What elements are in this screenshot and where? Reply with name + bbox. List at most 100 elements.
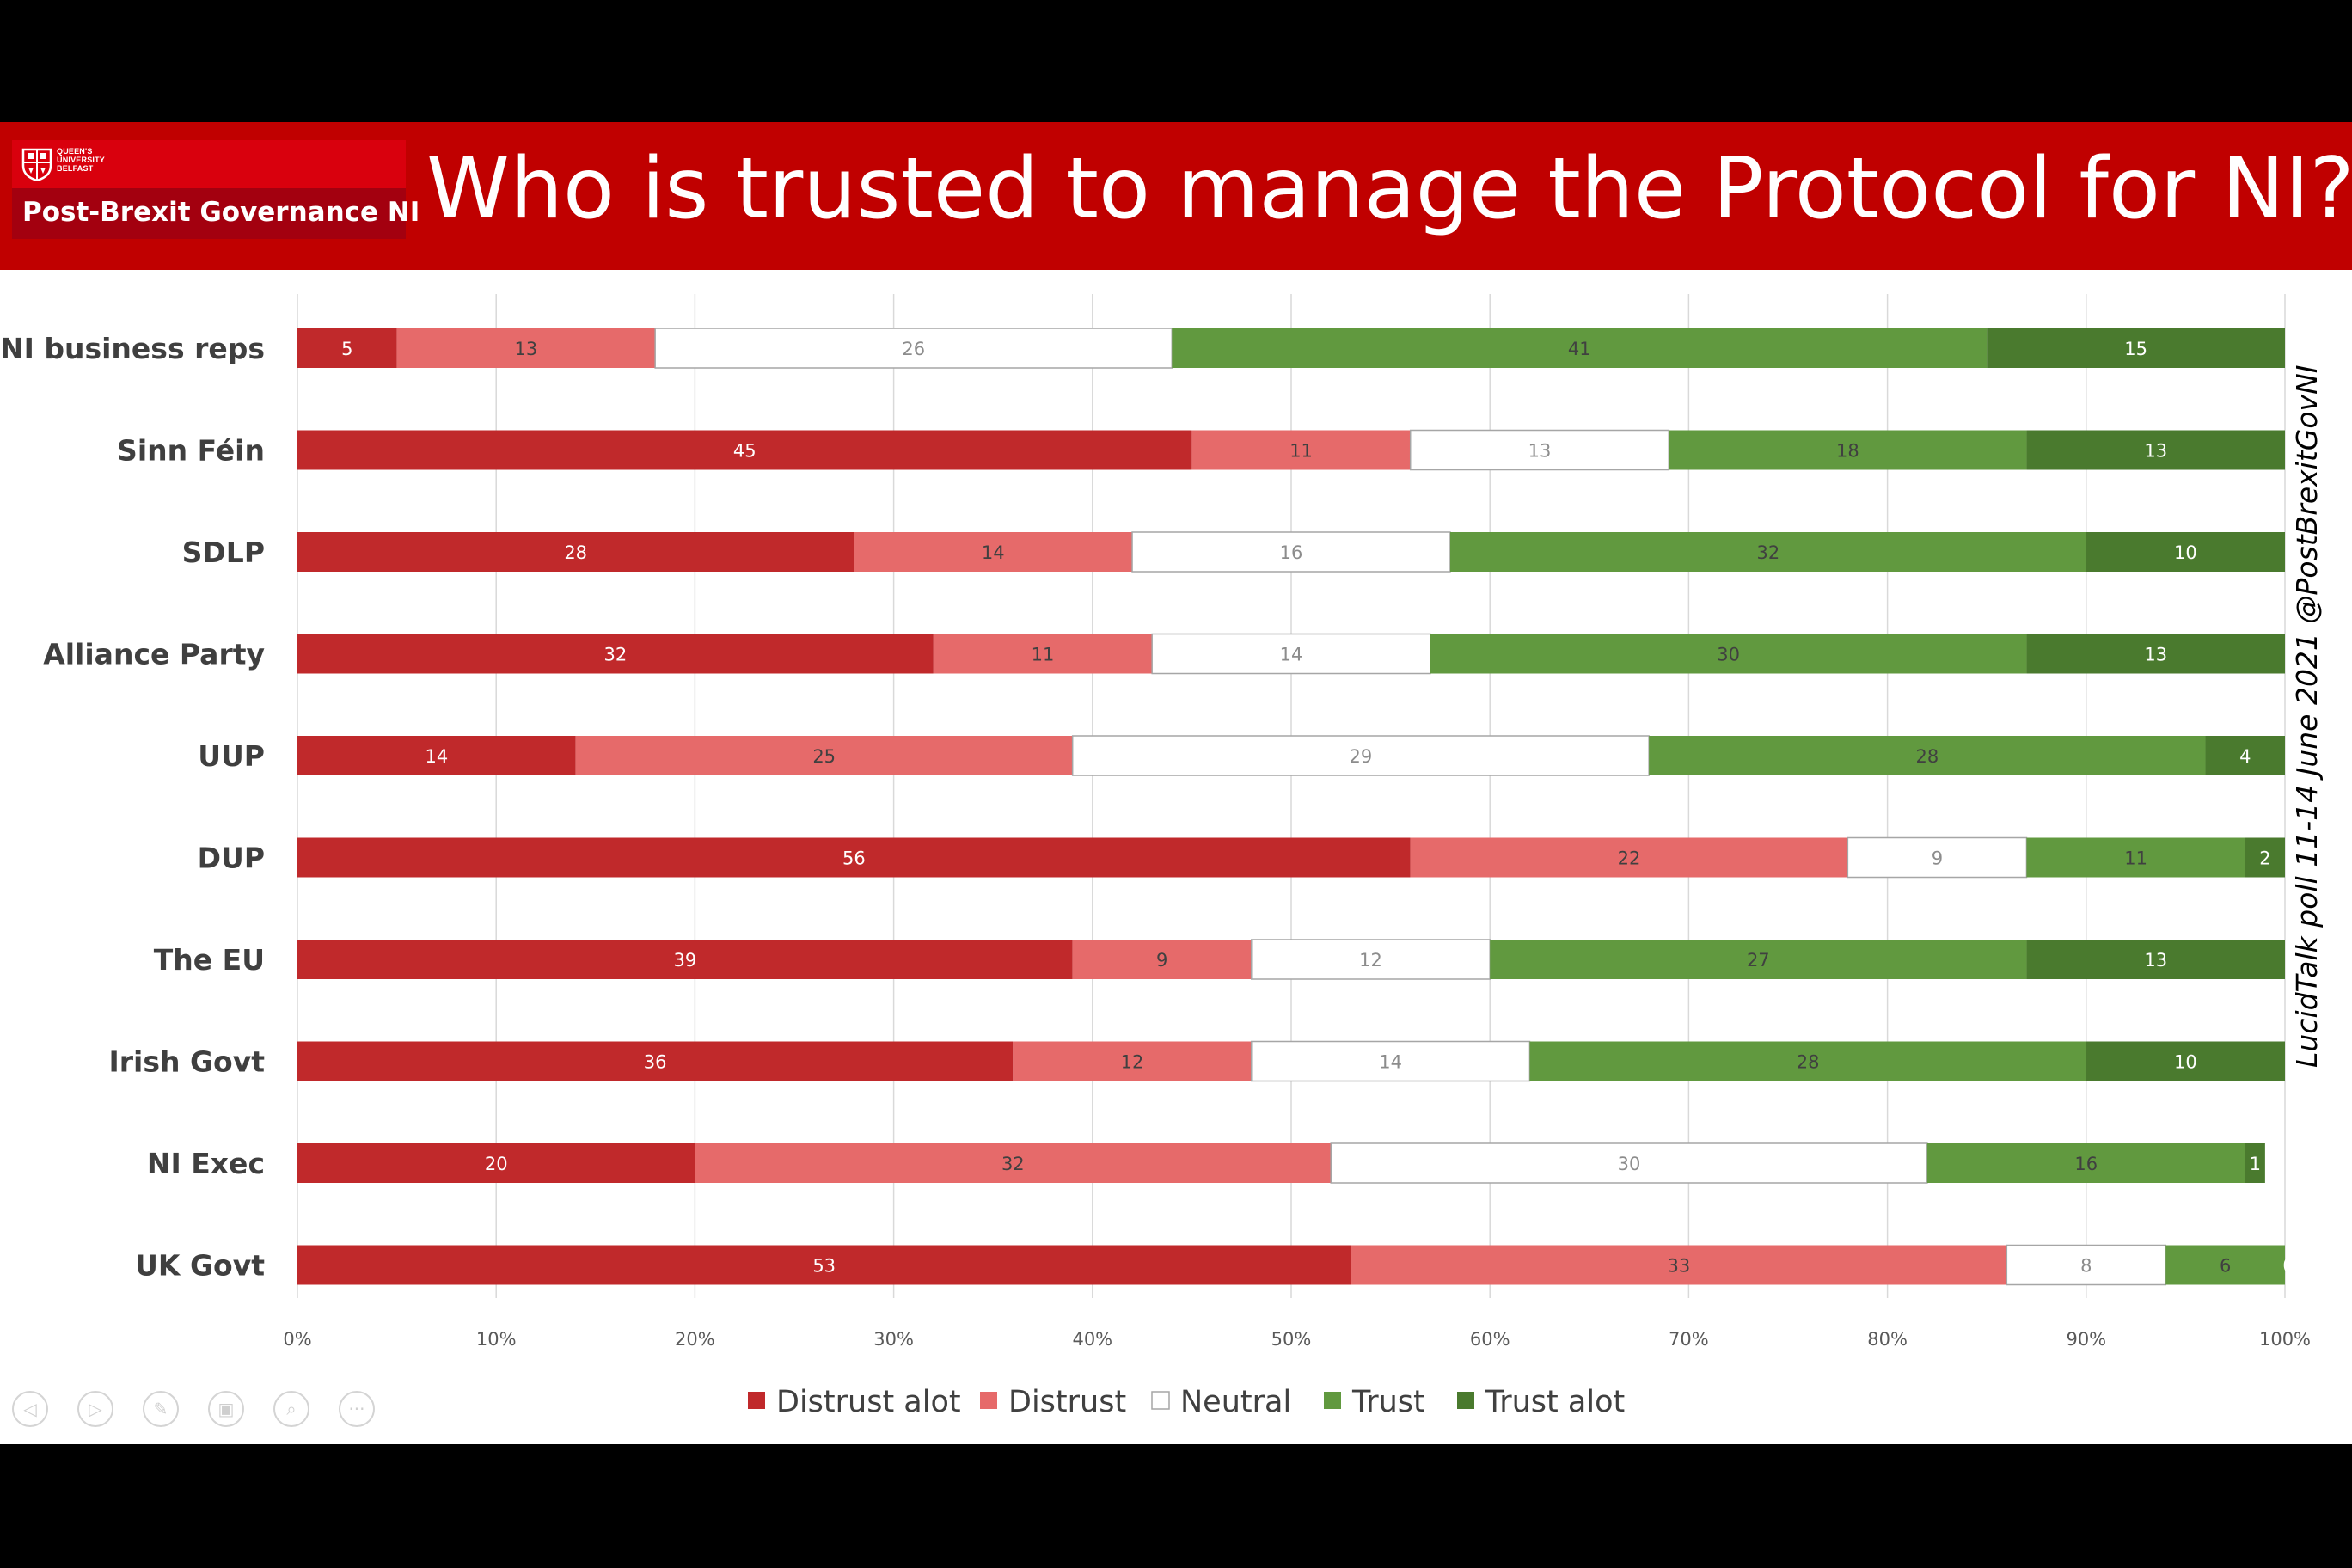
bar-segment [2026,837,2245,878]
bar-segment [1151,633,1431,675]
category-label: NI Exec [147,1147,265,1180]
data-label: 15 [2124,339,2147,359]
bar-segment [1251,1040,1531,1082]
bar-segment [1410,837,1848,878]
bar-segment [933,634,1153,674]
pen-icon[interactable]: ✎ [143,1391,179,1427]
category-label: The EU [154,943,265,977]
data-label: 28 [564,542,587,563]
page-title: Who is trusted to manage the Protocol fo… [426,140,2352,238]
zoom-icon[interactable]: ⌕ [273,1391,309,1427]
category-label: Irish Govt [108,1045,265,1079]
x-tick-label: 70% [1669,1329,1709,1350]
category-label: NI business reps [0,332,265,365]
bar-segment [1072,940,1252,979]
data-label: 53 [812,1256,836,1277]
bar-segment [297,430,1192,470]
bar-segment [1191,430,1411,470]
category-label: UUP [198,739,265,773]
data-label: 14 [425,746,448,767]
bar-segment [1449,532,2086,572]
data-label: 12 [1121,1052,1144,1073]
bar-segment [2026,940,2285,979]
bar-segment [396,328,656,368]
data-label: 12 [1359,950,1382,971]
bar-segment [297,736,576,775]
data-label: 13 [2144,645,2167,665]
data-label: 56 [842,848,866,869]
slide: QUEEN'S UNIVERSITY BELFAST Post-Brexit G… [0,122,2352,1444]
logo-bottom-band: Post-Brexit Governance NI [12,188,420,239]
bar-segment [1071,735,1650,776]
bar-segment [2086,1041,2285,1081]
legend-swatch [1324,1392,1341,1409]
university-name: QUEEN'S UNIVERSITY BELFAST [57,147,105,173]
legend-swatch [748,1392,765,1409]
data-label: 11 [1289,441,1313,462]
bar-segment [2205,736,2285,775]
bar-segment [1529,1041,2086,1081]
legend-label: Distrust [1008,1385,1126,1419]
bar-segment [1351,1245,2007,1285]
category-label: UK Govt [135,1249,265,1283]
bar-segment [1430,634,2027,674]
category-label: SDLP [182,536,265,569]
legend-swatch [1151,1391,1170,1410]
data-label: 32 [1757,542,1780,563]
x-tick-label: 100% [2259,1329,2311,1350]
data-label: 13 [515,339,538,359]
data-label: 5 [341,339,352,359]
data-label: 14 [982,542,1005,563]
bar-segment [297,1041,1014,1081]
data-label: 11 [1032,645,1055,665]
logo: QUEEN'S UNIVERSITY BELFAST Post-Brexit G… [12,140,420,239]
x-tick-label: 10% [476,1329,517,1350]
bar-segment [2026,634,2285,674]
university-crest-icon [21,148,52,181]
data-label: 29 [1350,746,1373,767]
more-icon[interactable]: ··· [339,1391,375,1427]
logo-top-band: QUEEN'S UNIVERSITY BELFAST [12,140,406,188]
data-label: 27 [1747,950,1770,971]
data-label: 1 [2250,1154,2261,1174]
category-label: DUP [198,842,265,875]
data-label: 16 [2074,1154,2098,1174]
bar-segment [2245,1143,2265,1183]
data-label: 39 [673,950,696,971]
data-label: 14 [1379,1052,1402,1073]
bar-segment [2086,532,2285,572]
legend-label: Neutral [1180,1385,1291,1419]
legend-label: Distrust alot [776,1385,961,1419]
x-tick-label: 80% [1867,1329,1908,1350]
x-tick-label: 50% [1271,1329,1312,1350]
data-label: 14 [1280,645,1303,665]
bar-segment [1409,429,1670,471]
data-label: 6 [2220,1256,2231,1277]
bars [297,328,2285,1286]
legend-label: Trust [1351,1385,1425,1419]
data-label: 26 [902,339,925,359]
bar-segment [297,328,397,368]
x-tick-label: 20% [675,1329,715,1350]
data-label: 0 [2282,1256,2294,1277]
bar-segment [297,1245,1351,1285]
previous-icon[interactable]: ◁ [12,1391,48,1427]
legend-label: Trust alot [1485,1385,1625,1419]
bar-segment [1649,736,2206,775]
next-icon[interactable]: ▷ [77,1391,113,1427]
bar-segment [854,532,1133,572]
data-label: 9 [1156,950,1167,971]
data-label: 30 [1618,1154,1641,1174]
slides-icon[interactable]: ▣ [208,1391,244,1427]
legend-swatch [1457,1392,1474,1409]
data-label: 30 [1717,645,1740,665]
x-tick-label: 90% [2066,1329,2106,1350]
data-label: 13 [1528,441,1552,462]
x-tick-label: 30% [873,1329,914,1350]
bar-segment [297,634,934,674]
x-tick-label: 40% [1072,1329,1112,1350]
bar-segment [1251,939,1491,980]
bar-segment [1172,328,1988,368]
